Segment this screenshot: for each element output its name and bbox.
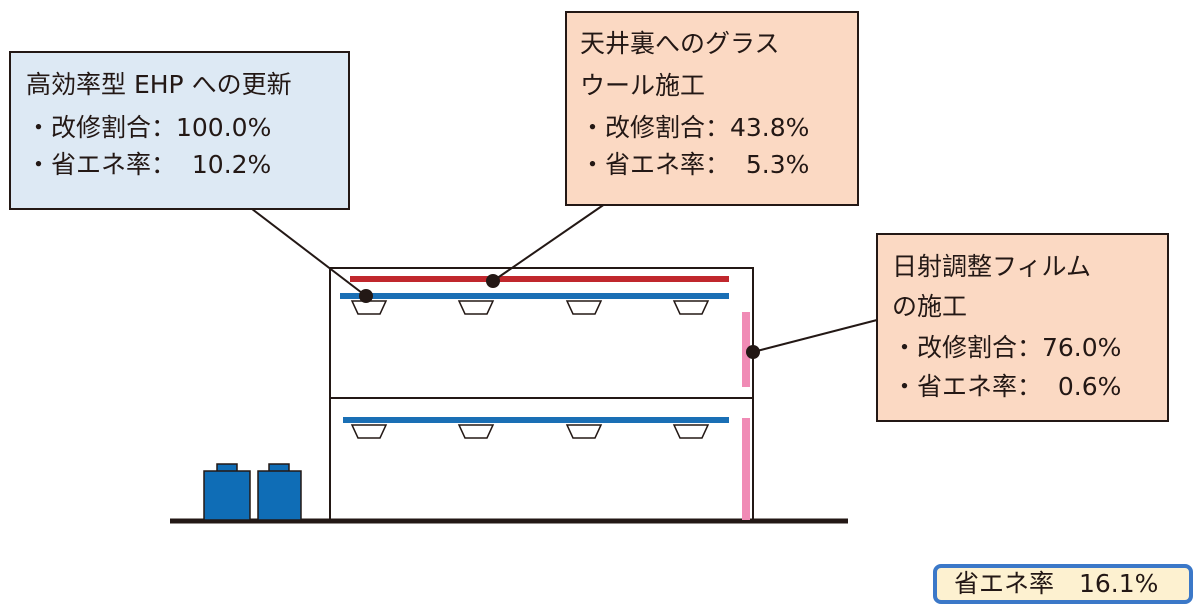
callout-title: ウール施工 bbox=[580, 71, 705, 100]
outdoor-units bbox=[203, 463, 302, 521]
film bbox=[742, 312, 750, 387]
callout-box bbox=[565, 11, 859, 206]
building bbox=[329, 267, 754, 522]
callout-item: ・省エネ率： 5.3% bbox=[580, 150, 809, 179]
callout-item: ・改修割合：100.0% bbox=[26, 113, 271, 142]
callout-item: ・改修割合：43.8% bbox=[580, 113, 809, 142]
ac-units bbox=[350, 300, 710, 439]
callout-box bbox=[9, 51, 350, 210]
callout-item: ・省エネ率： 0.6% bbox=[892, 372, 1121, 401]
leaders bbox=[234, 195, 878, 353]
callout-box bbox=[876, 233, 1169, 422]
callout-title: 高効率型 EHP への更新 bbox=[26, 70, 292, 99]
callout-title: 天井裏へのグラス bbox=[580, 29, 780, 58]
total-box bbox=[933, 564, 1193, 604]
callout-title: の施工 bbox=[892, 292, 967, 321]
leader-dots bbox=[359, 274, 760, 359]
total: 省エネ率 16.1% bbox=[954, 569, 1158, 598]
callout-item: ・省エネ率： 10.2% bbox=[26, 150, 271, 179]
callout-item: ・改修割合：76.0% bbox=[892, 333, 1121, 362]
callout-title: 日射調整フィルム bbox=[892, 252, 1091, 281]
film bbox=[742, 418, 750, 520]
